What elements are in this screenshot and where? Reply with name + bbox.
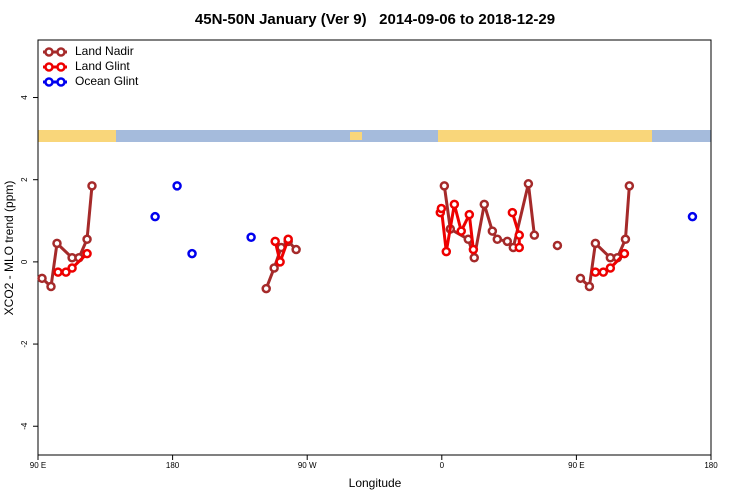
data-point (37, 273, 47, 284)
data-point (187, 248, 197, 259)
data-point (439, 181, 450, 191)
data-point (275, 257, 285, 267)
map-band (38, 130, 711, 142)
data-point (479, 199, 490, 210)
data-point (172, 181, 182, 191)
data-point (598, 267, 609, 277)
data-point (514, 242, 525, 253)
data-point (514, 230, 525, 240)
data-point (687, 211, 698, 222)
chart-title: 45N-50N January (Ver 9) 2014-09-06 to 20… (195, 11, 555, 28)
data-point (590, 267, 601, 277)
data-point (584, 281, 595, 292)
data-point (53, 267, 63, 277)
data-point (502, 236, 513, 247)
data-point (87, 181, 97, 191)
data-point (283, 234, 293, 245)
data-point (529, 230, 540, 240)
data-point (464, 209, 475, 220)
data-point (67, 263, 77, 273)
legend-label: Land Nadir (75, 44, 134, 58)
data-point (246, 232, 256, 242)
data-point (487, 226, 498, 236)
x-axis-label: Longitude (349, 476, 402, 490)
data-point (575, 273, 586, 284)
data-point (270, 236, 280, 247)
data-point (61, 267, 71, 277)
data-point (507, 207, 518, 218)
plot-frame (37, 39, 712, 456)
data-point (82, 248, 92, 259)
data-point (150, 211, 160, 222)
data-point (82, 234, 92, 245)
y-axis-label: XCO2 - MLO trend (ppm) (2, 181, 16, 316)
data-point (590, 238, 601, 249)
land-band (350, 132, 362, 140)
data-point (552, 240, 563, 251)
data-point (468, 244, 479, 255)
land-band (438, 130, 652, 142)
legend-marker (44, 62, 54, 72)
x-tick-label: 180 (166, 461, 180, 470)
legend-marker (56, 62, 66, 72)
data-point (492, 234, 503, 245)
data-point (46, 281, 56, 292)
y-tick-label: 0 (20, 259, 29, 264)
y-tick-label: -4 (20, 422, 29, 430)
data-point (469, 253, 480, 263)
y-tick-label: 4 (20, 95, 29, 100)
data-point (449, 199, 460, 210)
data-point (620, 234, 631, 245)
data-point (291, 244, 301, 255)
y-tick-label: -2 (20, 340, 29, 348)
data-point (441, 246, 452, 257)
legend-label: Ocean Glint (75, 74, 139, 88)
data-point (624, 181, 635, 191)
x-tick-label: 90 E (568, 461, 584, 470)
y-tick-label: 2 (20, 177, 29, 182)
x-tick-label: 90 W (298, 461, 317, 470)
data-point (619, 248, 630, 259)
legend-label: Land Glint (75, 59, 130, 73)
x-tick-label: 90 E (30, 461, 46, 470)
land-band (38, 130, 116, 142)
data-point (261, 283, 271, 294)
legend-marker (56, 47, 66, 57)
data-point (269, 263, 279, 273)
x-tick-label: 0 (440, 461, 445, 470)
data-point (605, 263, 616, 273)
x-tick-label: 180 (704, 461, 718, 470)
data-point (456, 226, 466, 236)
data-point (436, 203, 447, 214)
legend-marker (44, 77, 54, 87)
data-point (52, 238, 62, 249)
legend-marker (56, 77, 66, 87)
legend-marker (44, 47, 54, 57)
data-point (523, 179, 534, 189)
